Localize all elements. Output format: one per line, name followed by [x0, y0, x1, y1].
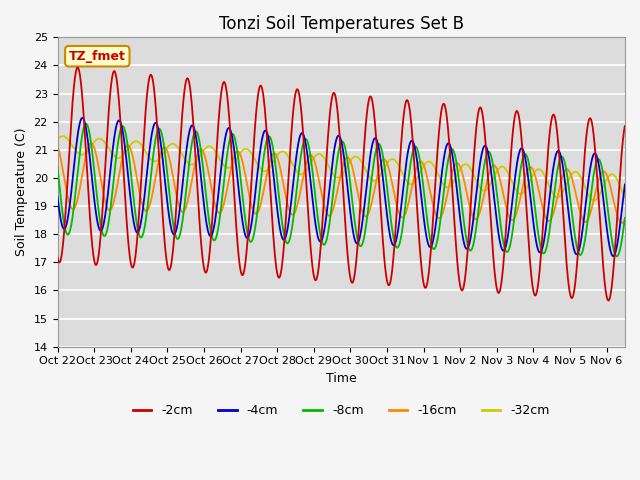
Legend: -2cm, -4cm, -8cm, -16cm, -32cm: -2cm, -4cm, -8cm, -16cm, -32cm — [127, 399, 555, 422]
Text: TZ_fmet: TZ_fmet — [69, 50, 125, 63]
Title: Tonzi Soil Temperatures Set B: Tonzi Soil Temperatures Set B — [219, 15, 464, 33]
Y-axis label: Soil Temperature (C): Soil Temperature (C) — [15, 128, 28, 256]
X-axis label: Time: Time — [326, 372, 356, 385]
